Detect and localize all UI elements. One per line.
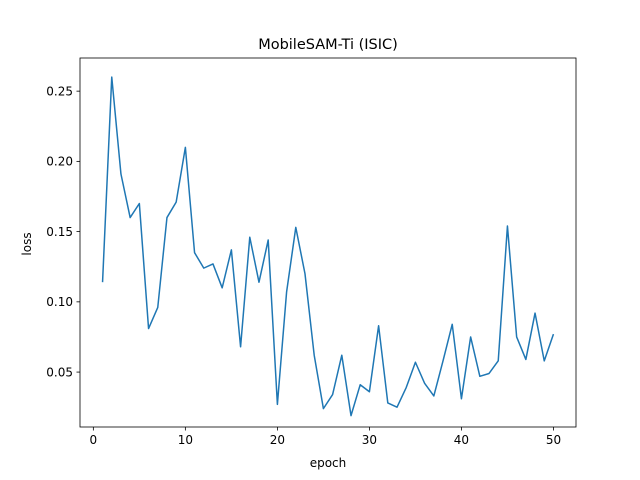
y-tick-label: 0.25 [46, 84, 73, 98]
x-tick-label: 30 [362, 433, 377, 447]
x-tick-label: 20 [270, 433, 285, 447]
x-tick-label: 50 [546, 433, 561, 447]
y-tick-label: 0.20 [46, 155, 73, 169]
x-axis-title: epoch [310, 456, 347, 470]
chart-title: MobileSAM-Ti (ISIC) [258, 37, 398, 53]
y-tick-label: 0.10 [46, 295, 73, 309]
series-line-0 [101, 76, 555, 417]
x-tick-label: 10 [178, 433, 193, 447]
axes-frame [79, 57, 577, 428]
x-tick-label: 40 [454, 433, 469, 447]
x-tick-label: 0 [90, 433, 98, 447]
y-tick-label: 0.05 [46, 365, 73, 379]
y-axis-title: loss [20, 232, 34, 255]
plot-area: 0 10 20 30 40 50 0.05 0.10 0.15 0.20 0.25 [46, 57, 577, 447]
y-tick-label: 0.15 [46, 225, 73, 239]
